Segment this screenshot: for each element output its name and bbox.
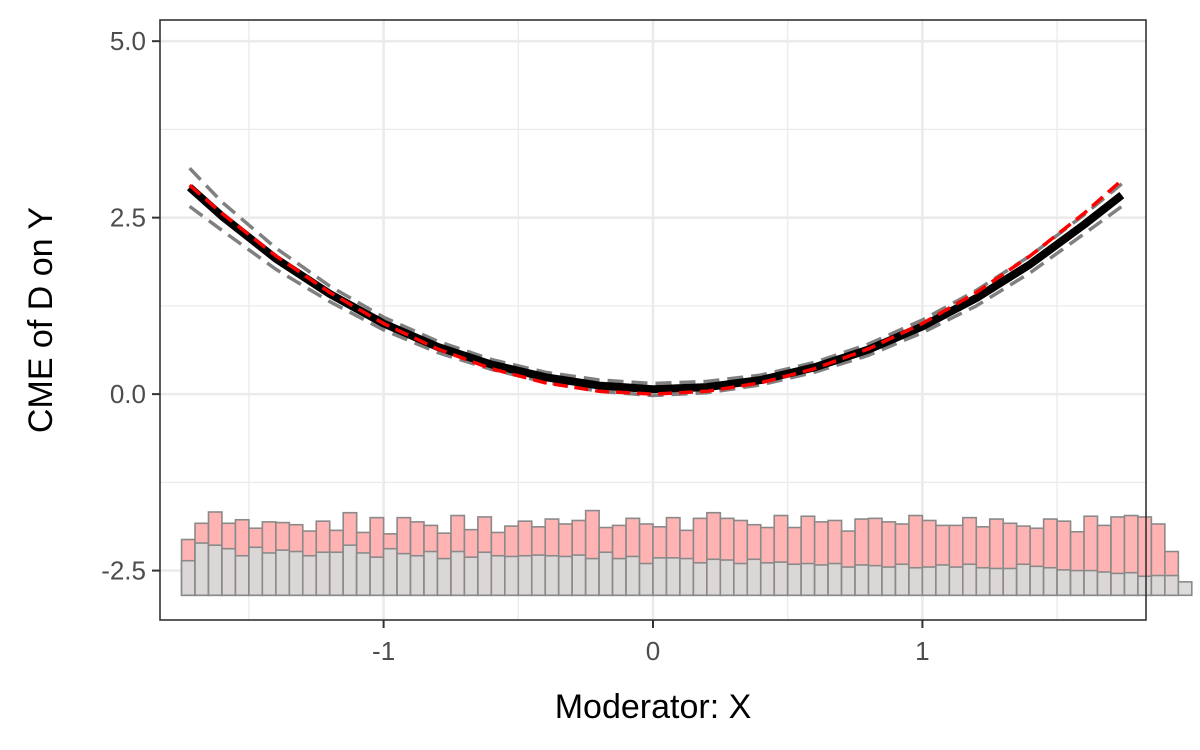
ci-lower-line [188, 204, 1123, 398]
hist-bar-control [1150, 574, 1166, 597]
hist-bar-control [194, 542, 210, 597]
hist-bar-control [221, 547, 237, 597]
hist-bar-control [1056, 569, 1072, 597]
hist-bar-control [504, 555, 520, 597]
hist-bar-control [261, 552, 277, 597]
hist-bar-control [935, 564, 951, 597]
hist-bar-control [962, 563, 978, 597]
hist-bar-control [450, 550, 466, 597]
hist-bar-control [530, 554, 547, 597]
hist-bar-control [1096, 571, 1112, 597]
hist-bar-control [975, 566, 991, 597]
y-tick-label: 0.0 [110, 379, 146, 409]
hist-bar-control [544, 554, 560, 597]
hist-bar-control [234, 554, 250, 597]
hist-bar-control [1177, 581, 1193, 597]
y-tick-label: 5.0 [110, 26, 146, 56]
x-tick-label: -1 [372, 636, 395, 666]
hist-bar-control [706, 558, 722, 597]
hist-bar-control [275, 549, 291, 597]
hist-bar-control [382, 547, 398, 597]
hist-bar-control [1029, 565, 1045, 597]
cme-lines [186, 166, 1125, 398]
hist-bar-control [746, 558, 762, 597]
hist-bar-control [692, 562, 708, 597]
hist-bar-control [328, 551, 344, 597]
y-tick-label: -2.5 [101, 556, 146, 586]
hist-bar-control [409, 554, 425, 597]
hist-bar-control [598, 551, 614, 597]
hist-bar-control [840, 566, 856, 597]
hist-bar-control [288, 550, 304, 597]
x-tick-label: 1 [915, 636, 929, 666]
x-axis-title: Moderator: X [555, 688, 752, 726]
hist-bar-control [557, 555, 573, 597]
histogram [180, 509, 1193, 597]
hist-bar-control [773, 561, 789, 597]
hist-bar-control [301, 554, 318, 597]
hist-bar-control [611, 557, 627, 597]
hist-bar-control [921, 566, 937, 597]
hist-bar-control [1164, 574, 1180, 597]
hist-bar-control [719, 559, 735, 597]
hist-bar-control [1002, 567, 1018, 597]
hist-bar-control [436, 557, 452, 597]
hist-bar-control [1069, 569, 1085, 597]
hist-bar-control [477, 551, 493, 597]
hist-bar-control [342, 544, 358, 597]
hist-bar-control [423, 550, 439, 597]
hist-bar-control [1015, 563, 1031, 597]
hist-bar-control [1137, 575, 1153, 597]
hist-bar-control [800, 562, 816, 597]
hist-bar-control [867, 564, 883, 597]
hist-bar-control [1123, 571, 1139, 597]
hist-bar-control [396, 552, 412, 597]
hist-bar-control [948, 566, 964, 597]
x-tick-label: 0 [646, 636, 660, 666]
hist-bar-control [908, 566, 924, 597]
true-cme-line [188, 178, 1123, 396]
hist-bar-control [665, 557, 681, 597]
hist-bar-control [638, 562, 654, 597]
hist-bar-control [652, 557, 668, 597]
hist-bar-control [854, 564, 870, 597]
hist-bar-control [355, 552, 371, 597]
hist-bar-control [679, 557, 695, 597]
hist-bar-control [490, 554, 506, 597]
hist-bar-control [1042, 566, 1058, 597]
hist-bar-control [1083, 569, 1099, 597]
hist-bar-control [180, 559, 196, 597]
hist-bar-control [759, 562, 776, 597]
y-tick-label: 2.5 [110, 203, 146, 233]
hist-bar-control [248, 546, 264, 597]
axes: -1 0 1 -2.5 0.0 2.5 5.0 [101, 26, 929, 666]
hist-bar-control [881, 566, 897, 597]
hist-bar-control [894, 563, 910, 597]
hist-bar-control [207, 544, 223, 597]
hist-bar-control [733, 562, 749, 597]
hist-bar-control [813, 564, 829, 597]
hist-bar-control [584, 557, 600, 597]
hist-bar-control [571, 554, 587, 597]
hist-bar-control [625, 555, 641, 597]
hist-bar-control [517, 554, 533, 597]
hist-bar-control [1110, 572, 1126, 597]
hist-bar-control [786, 563, 802, 597]
hist-bar-control [827, 562, 843, 597]
hist-bar-control [369, 556, 385, 597]
hist-bar-control [463, 556, 479, 597]
y-axis-title: CME of D on Y [22, 207, 60, 433]
hist-bar-control [315, 551, 331, 597]
hist-bar-control [988, 567, 1005, 597]
